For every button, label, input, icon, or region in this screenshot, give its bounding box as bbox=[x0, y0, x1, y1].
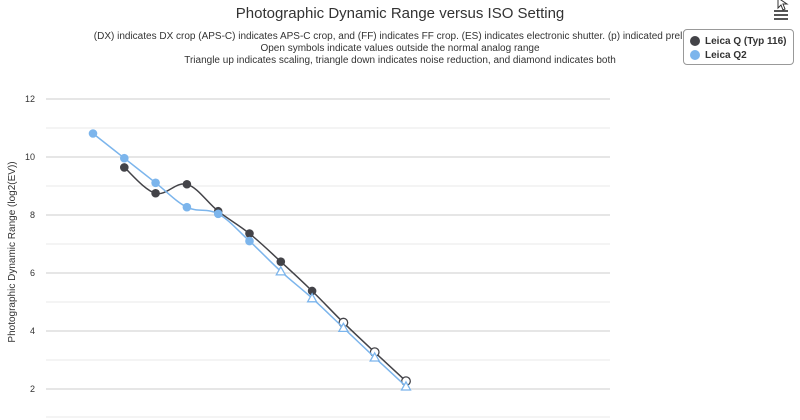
data-point[interactable] bbox=[151, 178, 160, 188]
legend-label-leica-q2: Leica Q2 bbox=[705, 49, 747, 61]
y-tick-label: 12 bbox=[25, 94, 35, 104]
data-point-triangle-open[interactable] bbox=[306, 292, 318, 303]
gridlines bbox=[46, 98, 610, 418]
data-point[interactable] bbox=[213, 209, 223, 219]
legend-marker-leica-q bbox=[690, 36, 700, 46]
data-point[interactable] bbox=[120, 163, 129, 172]
subtitle-line-1: (DX) indicates DX crop (APS-C) indicates… bbox=[93, 31, 707, 42]
data-point[interactable] bbox=[182, 179, 192, 189]
y-tick-label: 4 bbox=[30, 326, 35, 336]
mouse-cursor-icon bbox=[777, 0, 789, 11]
legend-label-leica-q: Leica Q (Typ 116) bbox=[705, 35, 787, 47]
legend: Leica Q (Typ 116) Leica Q2 bbox=[683, 29, 794, 65]
data-point-triangle-open[interactable] bbox=[369, 351, 381, 362]
series-line bbox=[92, 132, 407, 387]
data-point[interactable] bbox=[151, 188, 160, 198]
data-point[interactable] bbox=[88, 129, 98, 138]
legend-marker-leica-q2 bbox=[690, 50, 700, 60]
data-point-triangle-open[interactable] bbox=[275, 265, 287, 276]
hamburger-menu-icon[interactable] bbox=[773, 8, 789, 24]
legend-item-leica-q[interactable]: Leica Q (Typ 116) bbox=[690, 34, 787, 48]
subtitle-line-2: Open symbols indicate values outside the… bbox=[260, 43, 540, 54]
data-point[interactable] bbox=[245, 236, 254, 246]
y-tick-label: 2 bbox=[30, 384, 35, 394]
data-point[interactable] bbox=[182, 202, 192, 212]
y-tick-label: 10 bbox=[25, 152, 35, 162]
data-point-triangle-open[interactable] bbox=[337, 321, 350, 333]
chart-subtitle: (DX) indicates DX crop (APS-C) indicates… bbox=[80, 31, 720, 67]
y-tick-label: 6 bbox=[30, 268, 35, 278]
series-leica-q bbox=[120, 163, 411, 387]
data-point[interactable] bbox=[276, 257, 286, 266]
data-point-triangle-open[interactable] bbox=[400, 380, 412, 391]
y-axis-ticks: 2 4 6 8 10 12 bbox=[25, 94, 35, 394]
subtitle-line-3: Triangle up indicates scaling, triangle … bbox=[184, 55, 616, 66]
data-point[interactable] bbox=[245, 229, 254, 238]
y-axis-label: Photographic Dynamic Range (log2(EV)) bbox=[7, 161, 18, 342]
y-tick-label: 8 bbox=[30, 210, 35, 220]
data-point[interactable] bbox=[307, 286, 317, 296]
data-point[interactable] bbox=[120, 153, 129, 163]
legend-item-leica-q2[interactable]: Leica Q2 bbox=[690, 48, 787, 62]
chart-title: Photographic Dynamic Range versus ISO Se… bbox=[235, 5, 565, 22]
series-layer bbox=[88, 129, 412, 391]
series-leica-q2 bbox=[88, 129, 412, 391]
series-line bbox=[123, 166, 407, 382]
